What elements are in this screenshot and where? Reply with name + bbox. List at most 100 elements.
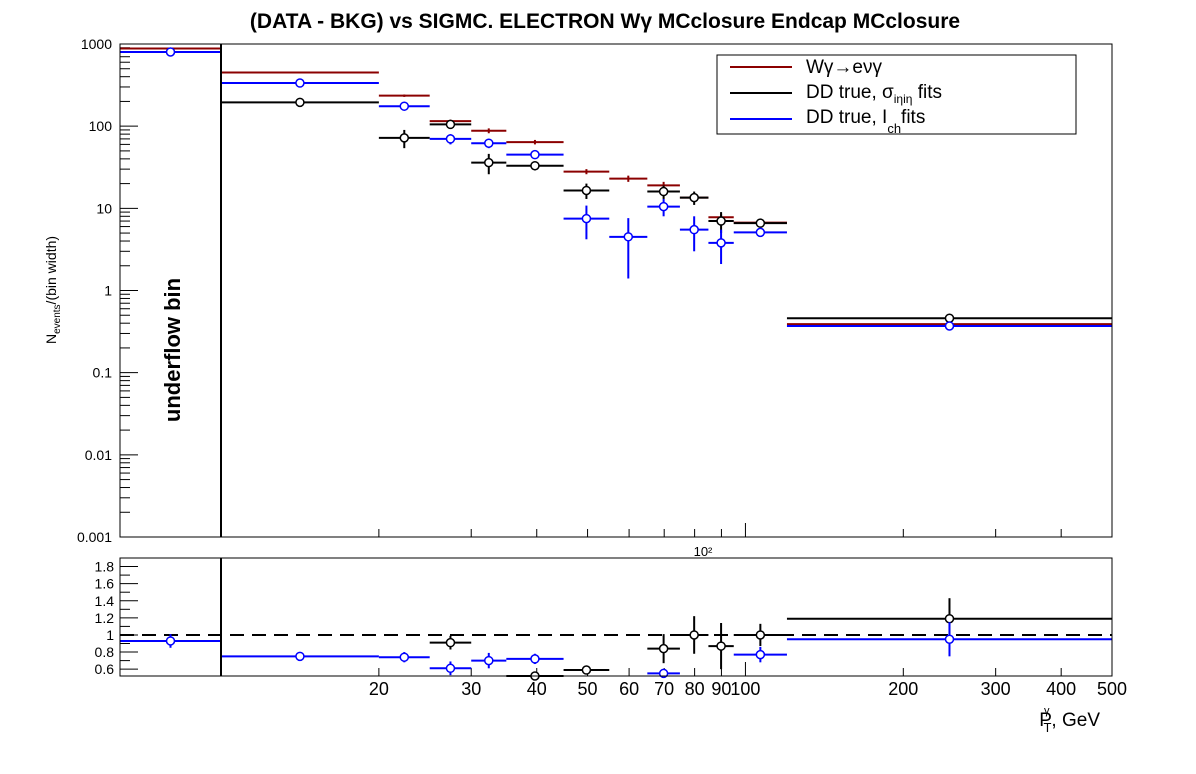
- ratio-ich-marker: [399, 652, 410, 662]
- ratio-sieie-point: [733, 623, 787, 647]
- ratio-ich-marker: [944, 634, 955, 644]
- x-tick-label: 30: [461, 679, 481, 699]
- series-ich-marker: [399, 101, 410, 111]
- ratio-ich-point: [647, 668, 680, 679]
- x-tick-label: 60: [619, 679, 639, 699]
- series-ich-marker: [295, 78, 305, 88]
- x-tick-label: 70: [654, 679, 674, 699]
- series-sieie-marker: [755, 218, 766, 228]
- y-tick-label: 1: [104, 283, 112, 299]
- x-tick-label: 100: [730, 679, 760, 699]
- series-ich-marker: [581, 213, 592, 224]
- series-ich-marker: [623, 232, 634, 242]
- upper-y-axis-label: Nevents/(bin width): [43, 236, 63, 344]
- y-tick-label: 1000: [81, 36, 112, 52]
- series-sieie-point: [429, 119, 472, 130]
- ratio-ich-marker: [530, 654, 540, 664]
- legend-after-sieie: fits: [912, 82, 942, 103]
- series-ich-marker: [165, 47, 176, 57]
- series-ich-point: [786, 321, 1112, 331]
- series-ich-marker: [445, 134, 456, 144]
- ratio-ich-point: [120, 634, 221, 648]
- series-ich-point: [647, 198, 680, 217]
- ratio-sieie-marker: [658, 643, 669, 654]
- upper-axis-ticks: 0.001 0.01 0.1 1 10 100 1000: [77, 36, 1062, 545]
- legend-sub-sieie: iηiη: [894, 92, 913, 106]
- legend-text-sieie: DD true, σ: [806, 82, 894, 103]
- series-ich-point: [471, 138, 507, 149]
- series-ich-marker: [689, 224, 699, 235]
- x-tick-label: 500: [1097, 679, 1127, 699]
- ratio-sieie-point: [679, 616, 709, 654]
- y-tick-label: 0.1: [93, 365, 113, 381]
- ratio-y-tick-label: 1.6: [95, 576, 115, 592]
- ratio-sieie-point: [647, 634, 680, 664]
- ratio-sieie-marker: [581, 665, 592, 675]
- ratio-sieie-marker: [445, 637, 456, 648]
- x-tick-label: 90: [711, 679, 731, 699]
- ratio-ich-marker: [295, 651, 305, 662]
- ratio-sieie-marker: [755, 630, 766, 640]
- series-ich-point: [378, 101, 430, 111]
- series-ich-point: [679, 216, 709, 252]
- legend-sub-ich: ch: [887, 121, 901, 136]
- series-sieie-point: [733, 218, 787, 228]
- x-tick-label: 80: [685, 679, 705, 699]
- x-tick-label: 50: [578, 679, 598, 699]
- ratio-sieie-point: [563, 665, 610, 675]
- legend: Wγ→eνγ DD true, σiηiη fits DD true, Ichf…: [716, 54, 1077, 136]
- series-sieie-marker: [944, 313, 955, 323]
- x-tick-label: 200: [888, 679, 918, 699]
- series-sieie-point: [378, 129, 430, 149]
- ratio-ich-marker: [658, 668, 669, 679]
- ratio-sieie-point: [429, 635, 472, 650]
- ratio-sieie-point: [786, 598, 1112, 640]
- series-ich-point: [609, 218, 648, 279]
- series-ich-point: [708, 229, 734, 265]
- ratio-ich-point: [221, 651, 379, 662]
- series-ich-marker: [530, 149, 540, 160]
- lower-series-layer: [120, 598, 1112, 681]
- series-sieie-marker: [689, 192, 699, 203]
- y-label-sub: events: [52, 304, 63, 333]
- series-sieie-point: [647, 185, 680, 199]
- chart-title: (DATA - BKG) vs SIGMC. ELECTRON Wγ MCclo…: [250, 10, 960, 33]
- series-ich-marker: [944, 321, 955, 331]
- lower-axis-ticks: 0.60.811.21.41.61.8: [95, 559, 1112, 677]
- series-mc-point: [563, 169, 610, 175]
- ratio-ich-point: [786, 622, 1112, 657]
- legend-text-mc: Wγ→eνγ: [806, 57, 883, 78]
- series-sieie-marker: [716, 216, 726, 226]
- y-label-main: N: [43, 334, 59, 344]
- series-ich-point: [429, 134, 472, 145]
- legend-entry-sieie: DD true, σiηiη fits: [806, 82, 942, 106]
- series-mc-point: [378, 94, 430, 97]
- series-ich-marker: [755, 227, 766, 238]
- x-tick-label: 300: [981, 679, 1011, 699]
- series-ich-marker: [716, 238, 726, 248]
- ratio-sieie-marker: [689, 630, 699, 640]
- ratio-y-tick-label: 1: [106, 627, 114, 643]
- x-label-main: P: [1039, 710, 1052, 731]
- y-tick-label: 100: [89, 118, 113, 134]
- ratio-ich-marker: [445, 663, 456, 674]
- x-axis-title: Pγ T, GeV: [1039, 705, 1100, 735]
- series-sieie-marker: [484, 157, 494, 168]
- ratio-ich-point: [378, 652, 430, 663]
- series-sieie-marker: [295, 97, 305, 108]
- y-tick-label: 0.001: [77, 529, 112, 545]
- x-label-sup: γ: [1044, 705, 1050, 717]
- ratio-sieie-marker: [944, 613, 955, 624]
- ratio-ich-point: [429, 661, 472, 676]
- legend-entry-mc: Wγ→eνγ: [806, 57, 883, 78]
- legend-box: [716, 54, 1077, 135]
- series-sieie-point: [221, 97, 379, 108]
- series-sieie-point: [563, 183, 610, 199]
- ratio-y-tick-label: 0.8: [95, 644, 115, 660]
- upper-plot-frame: [119, 43, 1113, 538]
- ratio-sieie-marker: [716, 641, 726, 651]
- ratio-ich-point: [506, 653, 564, 665]
- series-ich-marker: [484, 138, 494, 148]
- y-tick-label: 0.01: [85, 447, 112, 463]
- series-ich-point: [506, 149, 564, 160]
